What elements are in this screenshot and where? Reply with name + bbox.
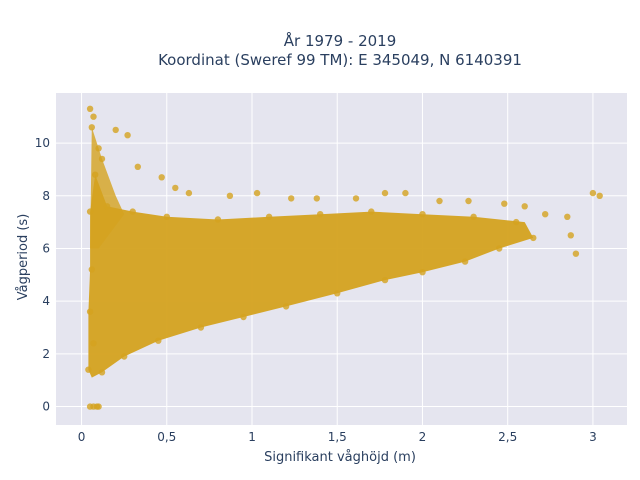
x-axis-label: Signifikant våghöjd (m): [264, 450, 416, 465]
data-point: [465, 197, 472, 205]
data-point: [352, 195, 360, 202]
data-point: [95, 145, 102, 152]
data-point: [436, 197, 443, 205]
data-point: [158, 174, 165, 181]
y-axis-label: Vågperiod (s): [16, 214, 31, 301]
data-point: [567, 232, 574, 239]
y-tick-label: 8: [42, 189, 50, 203]
data-point: [88, 266, 96, 273]
data-point: [282, 303, 290, 310]
data-point: [564, 213, 571, 220]
data-point: [214, 216, 222, 223]
data-point: [513, 218, 520, 226]
data-point: [402, 189, 409, 197]
data-point: [185, 189, 193, 197]
y-tick-label: 10: [35, 136, 50, 150]
data-point: [98, 369, 106, 376]
chart-title-line2: Koordinat (Sweref 99 TM): E 345049, N 61…: [158, 51, 522, 69]
data-point: [461, 258, 469, 265]
data-point: [163, 213, 170, 220]
y-tick-label: 2: [42, 347, 50, 361]
data-point: [589, 189, 597, 197]
data-point: [381, 276, 389, 284]
data-point: [226, 192, 234, 199]
data-point: [90, 113, 97, 120]
data-points: [85, 105, 603, 410]
data-point: [92, 171, 99, 178]
data-point: [368, 208, 375, 215]
x-tick-label: 3: [589, 430, 597, 444]
tick-labels: 0 0,5 1 1,5 2 2,5 3 0 2 4 6 8 10: [35, 136, 597, 444]
y-tick-label: 0: [42, 400, 50, 414]
data-point: [470, 213, 477, 220]
data-point: [240, 313, 247, 321]
data-point: [265, 213, 273, 220]
data-point: [521, 203, 528, 210]
data-point: [419, 211, 426, 218]
data-point: [197, 324, 205, 331]
data-point: [253, 189, 261, 197]
data-point: [313, 195, 320, 202]
data-point: [172, 184, 179, 192]
data-point: [98, 155, 106, 163]
x-tick-label: 2: [419, 430, 427, 444]
data-point: [88, 124, 96, 131]
x-tick-label: 2,5: [498, 430, 517, 444]
data-point: [86, 308, 94, 315]
data-point: [86, 208, 94, 215]
data-point: [134, 163, 141, 170]
x-tick-label: 1: [248, 430, 256, 444]
data-point: [90, 340, 97, 347]
x-tick-label: 0,5: [157, 430, 176, 444]
data-point: [596, 192, 603, 199]
data-point: [112, 126, 119, 134]
data-point: [129, 208, 136, 215]
data-point: [572, 250, 580, 257]
data-point: [124, 132, 131, 139]
data-point: [85, 366, 92, 373]
data-point: [381, 189, 389, 197]
data-point: [95, 403, 102, 410]
data-point: [530, 234, 537, 242]
data-point: [288, 195, 295, 202]
data-point: [155, 337, 162, 344]
data-point: [496, 245, 503, 252]
data-point: [419, 269, 426, 276]
x-tick-label: 0: [78, 430, 86, 444]
data-point: [121, 353, 128, 360]
y-tick-label: 6: [42, 241, 50, 255]
y-tick-label: 4: [42, 294, 50, 308]
data-point: [86, 105, 94, 113]
data-point: [542, 211, 549, 218]
chart-title-line1: År 1979 - 2019: [284, 31, 397, 50]
data-point: [103, 203, 111, 210]
data-point: [334, 290, 341, 297]
data-point: [501, 200, 508, 207]
data-point: [317, 211, 324, 218]
point-cloud-spike: [90, 127, 125, 249]
x-tick-label: 1,5: [328, 430, 347, 444]
